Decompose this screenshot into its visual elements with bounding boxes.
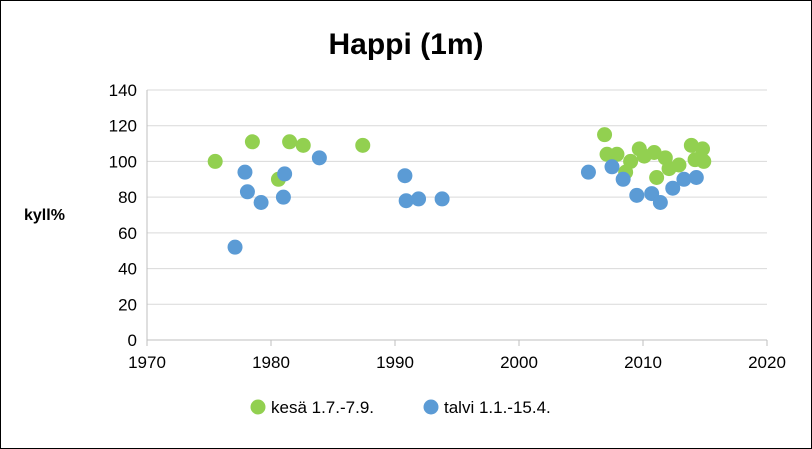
data-points bbox=[207, 127, 712, 255]
data-point-winter bbox=[629, 187, 645, 203]
data-point-winter bbox=[239, 184, 255, 200]
x-tick-label: 1980 bbox=[252, 353, 290, 372]
legend: kesä 1.7.-7.9. talvi 1.1.-15.4. bbox=[250, 398, 551, 417]
legend-marker-winter bbox=[423, 399, 439, 415]
y-tick-label: 100 bbox=[109, 152, 137, 171]
data-point-winter bbox=[311, 150, 327, 166]
data-point-summer bbox=[207, 153, 223, 169]
data-point-summer bbox=[646, 145, 662, 160]
data-point-winter bbox=[665, 180, 681, 196]
x-tick-label: 2000 bbox=[500, 353, 538, 372]
data-point-winter bbox=[277, 166, 293, 182]
data-point-summer bbox=[609, 146, 625, 162]
x-tick-label: 1990 bbox=[376, 353, 414, 372]
y-tick-label: 140 bbox=[109, 81, 137, 100]
data-point-winter bbox=[688, 170, 704, 185]
legend-label-winter: talvi 1.1.-15.4. bbox=[444, 398, 551, 417]
y-tick-labels: 0 20 40 60 80 100 120 140 bbox=[109, 81, 137, 350]
data-point-summer bbox=[597, 127, 613, 143]
data-point-summer bbox=[695, 141, 711, 157]
data-point-winter bbox=[434, 191, 450, 207]
data-point-winter bbox=[397, 168, 413, 184]
data-point-winter bbox=[580, 164, 596, 180]
data-point-summer bbox=[355, 137, 371, 153]
x-tick-label: 2010 bbox=[624, 353, 662, 372]
data-point-summer bbox=[671, 157, 687, 173]
data-point-summer bbox=[295, 137, 311, 153]
data-point-winter bbox=[237, 164, 253, 180]
y-tick-label: 80 bbox=[118, 188, 137, 207]
data-point-summer bbox=[282, 134, 298, 150]
y-tick-label: 0 bbox=[128, 331, 137, 350]
data-point-winter bbox=[676, 171, 692, 187]
data-point-summer bbox=[649, 170, 665, 185]
data-point-winter bbox=[604, 159, 620, 175]
x-tick-label: 1970 bbox=[128, 353, 166, 372]
y-tick-label: 40 bbox=[118, 260, 137, 279]
legend-marker-summer bbox=[250, 399, 266, 415]
data-point-summer bbox=[244, 134, 260, 150]
data-point-winter bbox=[227, 239, 243, 255]
data-point-winter bbox=[275, 189, 291, 205]
data-point-summer bbox=[696, 153, 712, 169]
y-axis-label: kyll% bbox=[24, 207, 65, 224]
y-tick-label: 120 bbox=[109, 117, 137, 136]
data-point-winter bbox=[411, 191, 427, 207]
gridlines bbox=[147, 89, 767, 305]
data-point-winter bbox=[652, 195, 668, 210]
y-tick-label: 20 bbox=[118, 295, 137, 314]
data-point-winter bbox=[253, 195, 269, 210]
chart-title: Happi (1m) bbox=[328, 28, 483, 61]
legend-label-summer: kesä 1.7.-7.9. bbox=[271, 398, 374, 417]
data-point-summer bbox=[623, 153, 639, 169]
x-tick-labels: 1970 1980 1990 2000 2010 2020 bbox=[128, 353, 786, 372]
axes bbox=[146, 90, 768, 346]
x-tick-label: 2020 bbox=[748, 353, 786, 372]
data-point-winter bbox=[615, 171, 631, 187]
data-point-winter bbox=[398, 193, 414, 209]
y-tick-label: 60 bbox=[118, 224, 137, 243]
